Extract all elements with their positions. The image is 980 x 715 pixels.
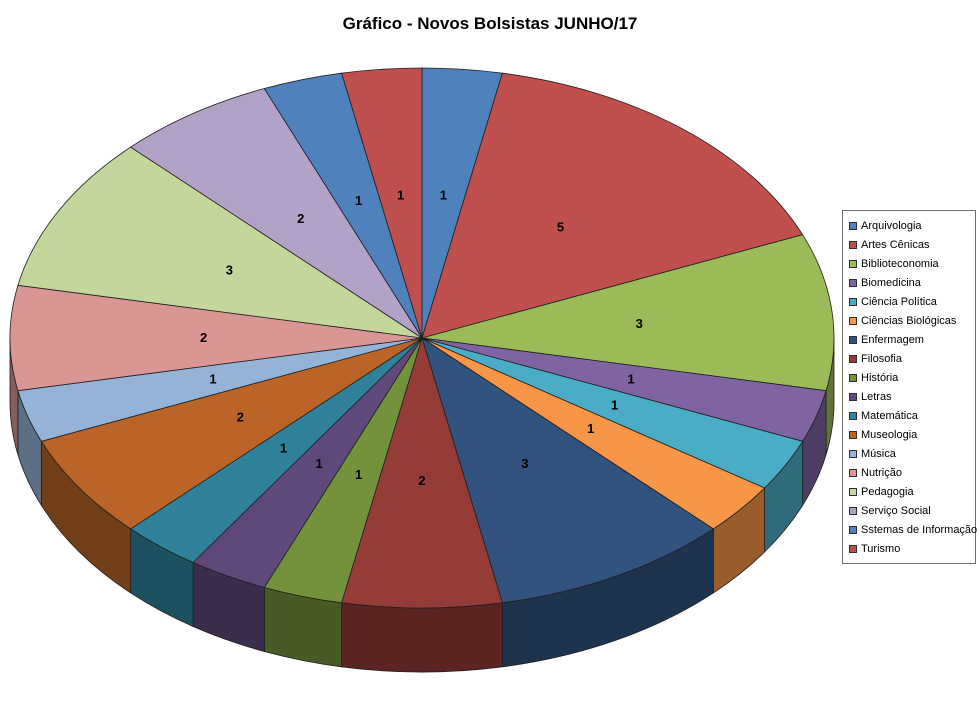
legend-swatch-icon xyxy=(849,373,857,382)
pie-slice-side-filosofia xyxy=(341,602,503,673)
legend-swatch-icon xyxy=(849,449,857,458)
data-label-museologia: 2 xyxy=(237,410,244,425)
legend-item-museologia[interactable]: Museologia xyxy=(847,425,971,444)
pie-slice-servico-social[interactable] xyxy=(129,88,423,339)
legend-swatch-icon xyxy=(849,240,857,249)
legend-swatch-icon xyxy=(849,525,857,534)
legend-swatch-icon xyxy=(849,468,857,477)
legend-label: Artes Cênicas xyxy=(861,238,930,251)
chart-legend: Arquivologia Artes Cênicas Biblioteconomia… xyxy=(842,210,977,564)
legend-item-biomedicina[interactable]: Biomedicina xyxy=(847,273,971,292)
legend-item-nutricao[interactable]: Nutrição xyxy=(847,463,971,482)
data-label-filosofia: 2 xyxy=(418,473,425,488)
pie-slice-museologia[interactable] xyxy=(40,337,423,530)
legend-label: Pedagogia xyxy=(861,485,914,498)
legend-label: Ciência Política xyxy=(861,295,937,308)
pie-slice-enfermagem[interactable] xyxy=(421,337,715,604)
data-label-pedagogia: 3 xyxy=(226,263,233,278)
legend-swatch-icon xyxy=(849,411,857,420)
legend-item-artes-cenicas[interactable]: Artes Cênicas xyxy=(847,235,971,254)
legend-label: Matemática xyxy=(861,409,918,422)
legend-label: Arquivologia xyxy=(861,219,922,232)
legend-label: Biblioteconomia xyxy=(861,257,939,270)
data-label-nutricao: 2 xyxy=(200,330,207,345)
legend-item-arquivologia[interactable]: Arquivologia xyxy=(847,216,971,235)
legend-item-historia[interactable]: História xyxy=(847,368,971,387)
legend-label: Música xyxy=(861,447,896,460)
legend-label: Turismo xyxy=(861,542,901,555)
pie-slice-turismo[interactable] xyxy=(341,67,423,339)
legend-item-turismo[interactable]: Turismo xyxy=(847,539,971,558)
legend-label: Biomedicina xyxy=(861,276,921,289)
data-label-matematica: 1 xyxy=(280,441,287,456)
legend-label: História xyxy=(861,371,899,384)
data-label-arquivologia: 1 xyxy=(440,188,447,203)
legend-label: Enfermagem xyxy=(861,333,924,346)
legend-swatch-icon xyxy=(849,297,857,306)
legend-item-matematica[interactable]: Matemática xyxy=(847,406,971,425)
legend-label: Serviço Social xyxy=(861,504,931,517)
legend-label: Filosofia xyxy=(861,352,902,365)
data-label-ciencia-politica: 1 xyxy=(611,398,618,413)
data-label-letras: 1 xyxy=(315,456,322,471)
legend-swatch-icon xyxy=(849,335,857,344)
data-label-sstemas-de-informacao: 1 xyxy=(355,193,362,208)
legend-swatch-icon xyxy=(849,221,857,230)
pie-slices xyxy=(9,67,835,609)
pie-slice-filosofia[interactable] xyxy=(341,336,503,609)
legend-swatch-icon xyxy=(849,487,857,496)
legend-swatch-icon xyxy=(849,392,857,401)
data-label-ciencias-biologicas: 1 xyxy=(587,421,594,436)
legend-label: Museologia xyxy=(861,428,918,441)
pie-3d-depth xyxy=(9,337,835,673)
legend-swatch-icon xyxy=(849,354,857,363)
chart-title: Gráfico - Novos Bolsistas JUNHO/17 xyxy=(342,14,638,33)
legend-item-pedagogia[interactable]: Pedagogia xyxy=(847,482,971,501)
pie-slice-pedagogia[interactable] xyxy=(17,146,423,339)
legend-item-letras[interactable]: Letras xyxy=(847,387,971,406)
legend-label: Letras xyxy=(861,390,892,403)
data-label-biomedicina: 1 xyxy=(627,372,634,387)
pie-slice-artes-cenicas[interactable] xyxy=(421,72,804,339)
legend-swatch-icon xyxy=(849,430,857,439)
legend-item-servico-social[interactable]: Serviço Social xyxy=(847,501,971,520)
legend-item-biblioteconomia[interactable]: Biblioteconomia xyxy=(847,254,971,273)
data-label-servico-social: 2 xyxy=(297,211,304,226)
legend-label: Sstemas de Informação xyxy=(861,523,978,536)
legend-swatch-icon xyxy=(849,259,857,268)
pie-slice-biblioteconomia[interactable] xyxy=(421,234,835,392)
data-label-historia: 1 xyxy=(355,467,362,482)
legend-item-enfermagem[interactable]: Enfermagem xyxy=(847,330,971,349)
legend-item-ciencias-biologicas[interactable]: Ciências Biológicas xyxy=(847,311,971,330)
data-label-enfermagem: 3 xyxy=(521,456,528,471)
legend-label: Nutrição xyxy=(861,466,902,479)
data-label-artes-cenicas: 5 xyxy=(557,219,564,234)
data-label-musica: 1 xyxy=(209,372,216,387)
legend-swatch-icon xyxy=(849,316,857,325)
legend-swatch-icon xyxy=(849,278,857,287)
data-label-biblioteconomia: 3 xyxy=(636,316,643,331)
legend-swatch-icon xyxy=(849,506,857,515)
data-label-turismo: 1 xyxy=(397,188,404,203)
legend-item-musica[interactable]: Música xyxy=(847,444,971,463)
legend-label: Ciências Biológicas xyxy=(861,314,957,327)
legend-item-filosofia[interactable]: Filosofia xyxy=(847,349,971,368)
legend-swatch-icon xyxy=(849,544,857,553)
pie-slice-nutricao[interactable] xyxy=(9,284,423,392)
legend-item-ciencia-politica[interactable]: Ciência Política xyxy=(847,292,971,311)
legend-item-sstemas-de-informacao[interactable]: Sstemas de Informação xyxy=(847,520,977,539)
